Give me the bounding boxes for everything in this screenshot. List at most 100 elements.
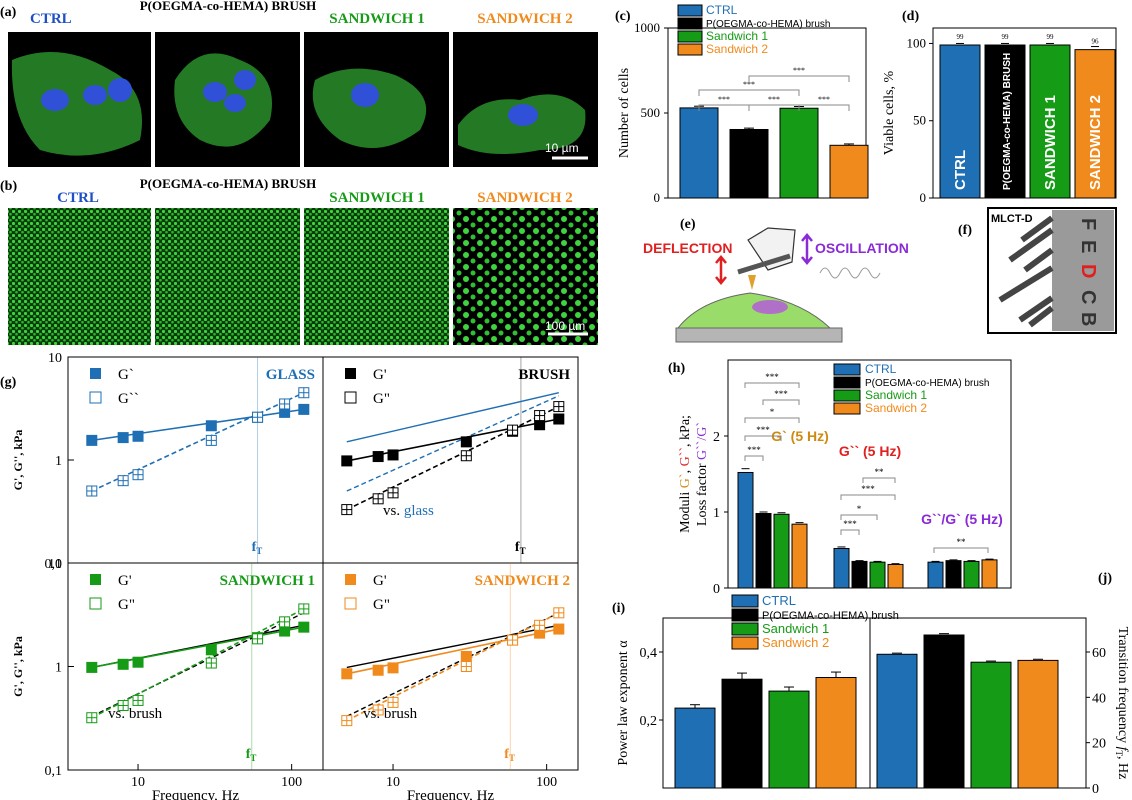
- ylabel-j-sub: T: [1114, 751, 1124, 757]
- legend-label-h-2: Sandwich 1: [865, 388, 927, 402]
- note-ref-g-1: glass: [404, 503, 434, 519]
- panel-h-chart: (h) 0 1 2 Moduli G`, G``, kPa;Loss factor G…: [668, 359, 1012, 597]
- ylabel-h-part-2: ,: [678, 466, 693, 473]
- ytick-label-j: 40: [1092, 691, 1106, 706]
- point-storage-g-3-2: [387, 662, 399, 674]
- point-storage-g-2-1: [117, 658, 129, 670]
- ft-label-g-2: fT: [246, 747, 257, 763]
- bar-h-1-3: [887, 563, 904, 589]
- point-storage-g-0-3: [205, 420, 217, 432]
- ytick-label-g: 0,1: [45, 764, 63, 779]
- legend-swatch-storage-g-0: [90, 368, 101, 379]
- legend-swatch-h-1: [833, 376, 861, 389]
- title-g-3: SANDWICH 2: [475, 573, 570, 589]
- legend-label-loss-g-0: G``: [118, 391, 139, 407]
- legend-label-c-3: Sandwich 2: [706, 42, 768, 56]
- point-storage-g-2-3: [205, 644, 217, 656]
- bar-h-0-1: [755, 513, 772, 589]
- bar-d-1: [984, 44, 1026, 199]
- legend-swatch-loss-g-0: [89, 391, 102, 404]
- image-a-sandwich2-label: SANDWICH 2: [477, 11, 572, 27]
- image-a-ctrl: CTRL: [8, 11, 151, 167]
- ytick-label-j: 20: [1092, 737, 1106, 752]
- ytick-label-i: 0,4: [640, 646, 658, 661]
- sig-label-h-4: ***: [765, 372, 779, 382]
- ytick-label-h: 0: [713, 582, 720, 597]
- plot-frame-g-3: [322, 562, 579, 771]
- reference-line-g-brush-loss-3: [346, 612, 560, 717]
- bar-h-0-2: [773, 513, 790, 589]
- panel-f-schematic: (f) MLCT-D F E D C B: [958, 207, 1117, 334]
- point-storage-g-0-6: [298, 403, 310, 415]
- substrate-icon: [675, 327, 843, 343]
- bar-h-1-1: [851, 560, 868, 589]
- sig-label-c-4: ***: [793, 66, 805, 75]
- sig-bracket-h-last: [933, 547, 989, 553]
- legend-label-c-0: CTRL: [706, 3, 738, 17]
- legend-label-ij-0: CTRL: [762, 593, 796, 608]
- legend-swatch-loss-g-2: [89, 597, 102, 610]
- image-b-sandwich2: [453, 208, 598, 345]
- image-a-ctrl-label: CTRL: [30, 11, 72, 27]
- image-a-brush: P(OEGMA-co-HEMA) BRUSH: [140, 0, 316, 167]
- bar-label-d-3: SANDWICH 2: [1087, 95, 1104, 190]
- point-storage-g-2-0: [86, 661, 98, 673]
- ft-subscript-g-0: T: [256, 546, 262, 556]
- legend-label-ij-2: Sandwich 1: [762, 621, 829, 636]
- legend-swatch-c-2: [677, 30, 703, 43]
- sig-label-h-1: ***: [756, 425, 770, 435]
- oscillation-label: OSCILLATION: [815, 240, 909, 256]
- point-storage-g-2-2: [132, 656, 144, 668]
- bar-d-0: [939, 44, 981, 199]
- ytick-label-h: 2: [713, 430, 720, 445]
- sig-label-h-3: ***: [774, 389, 788, 399]
- bar-h-0-3: [791, 523, 808, 589]
- deflection-arrow-icon: [715, 255, 727, 285]
- title-g-1: BRUSH: [518, 367, 570, 383]
- point-storage-g-3-1: [372, 664, 384, 676]
- ytick-label-g: 1: [55, 661, 62, 676]
- legend-label-storage-g-2: G': [118, 573, 132, 589]
- ylabel-h-part-0: Moduli: [678, 488, 693, 533]
- ylabel-c: Number of cells: [617, 68, 632, 158]
- ytick-label-g: 10: [48, 351, 62, 366]
- ylabel-h-line1: Moduli G`, G``, kPa;: [678, 415, 693, 533]
- legend-swatch-loss-g-3: [344, 597, 357, 610]
- ylabel-j-sym: f: [1115, 747, 1130, 753]
- sig-bracket-h-3: [762, 399, 800, 405]
- bar-c-1: [729, 128, 769, 199]
- plot-frame-ij: [662, 617, 1087, 789]
- point-storage-g-2-6: [298, 621, 310, 633]
- legend-label-loss-g-3: G": [373, 597, 390, 613]
- chip-title: MLCT-D: [991, 213, 1033, 225]
- image-b-ctrl-label: CTRL: [57, 190, 99, 206]
- legend-label-h-1: P(OEGMA-co-HEMA) brush: [865, 378, 989, 389]
- bar-label-d-2: SANDWICH 1: [1042, 95, 1059, 190]
- ylabel-h2-part-1: G``/G`: [695, 422, 710, 460]
- sig-label-h-6: *: [857, 504, 862, 514]
- bar-h-1-2: [869, 561, 886, 589]
- bar-c-3: [829, 144, 869, 199]
- legend-label-h-3: Sandwich 2: [865, 401, 927, 415]
- bar-d-3: [1074, 49, 1116, 199]
- image-b-brush: [155, 208, 300, 345]
- legend-label-storage-g-1: G': [373, 367, 387, 383]
- xlabel-g: Frequency, Hz: [152, 788, 240, 800]
- bar-h-2-3: [981, 559, 998, 589]
- sig-bracket-h-1: [744, 435, 782, 441]
- xtick-label-g: 10: [131, 775, 145, 790]
- deflection-label: DEFLECTION: [643, 240, 732, 256]
- bar-j-1: [923, 634, 965, 789]
- ylabel-d: Viable cells, %: [882, 71, 897, 156]
- image-b-ctrl: [8, 208, 151, 345]
- legend-swatch-h-3: [833, 402, 861, 415]
- ytick-label-g: 1: [55, 454, 62, 469]
- point-storage-g-1-3: [460, 436, 472, 448]
- image-b-brush-label: P(OEGMA-co-HEMA) BRUSH: [140, 176, 317, 191]
- note-g-3: vs. brush: [363, 706, 418, 722]
- point-storage-g-0-1: [117, 432, 129, 444]
- ytick-label-d: 0: [920, 190, 927, 205]
- legend-swatch-c-1: [677, 17, 703, 30]
- sig-label-c-1: ***: [768, 95, 780, 104]
- title-g-0: GLASS: [266, 367, 315, 383]
